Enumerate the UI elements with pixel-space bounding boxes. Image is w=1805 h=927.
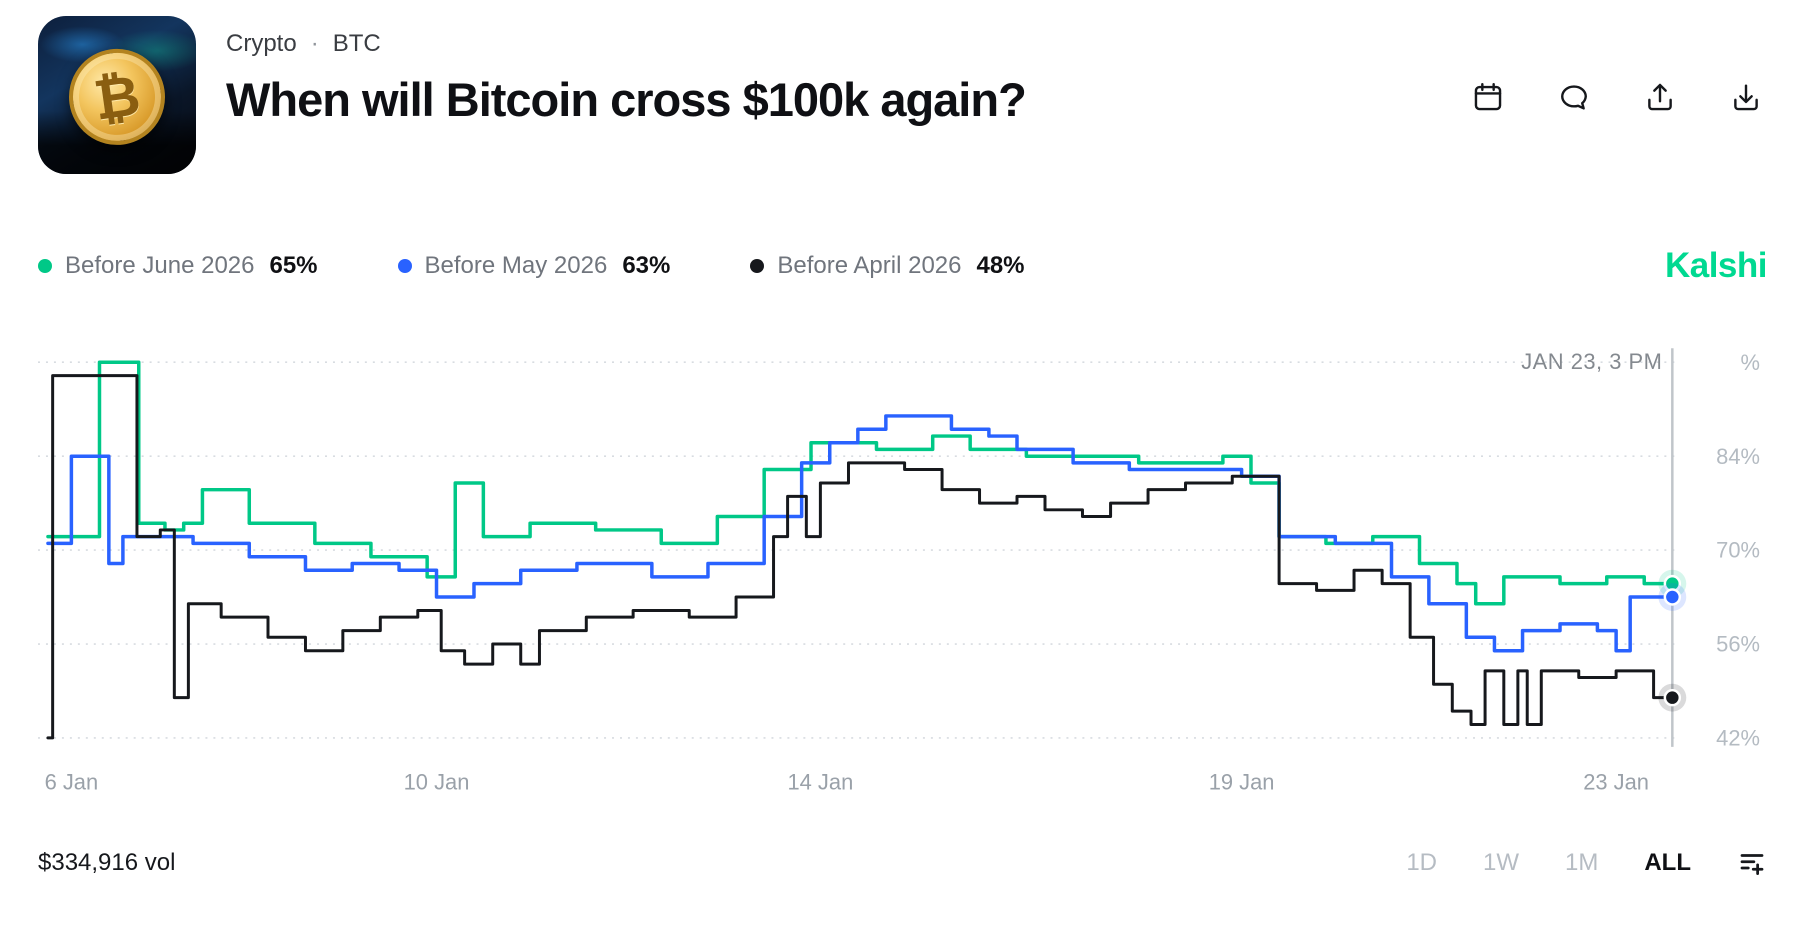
legend-item-before-may-2026[interactable]: Before May 2026 63% bbox=[397, 252, 671, 280]
calendar-icon bbox=[1474, 83, 1502, 111]
header: ₿ Crypto · BTC When will Bitcoin cross $… bbox=[38, 16, 1767, 174]
range-button-1d[interactable]: 1D bbox=[1406, 849, 1437, 876]
y-axis-label: 84% bbox=[1716, 444, 1760, 469]
x-axis-label: 23 Jan bbox=[1583, 770, 1649, 795]
series-dot-blue bbox=[397, 259, 412, 273]
series-line-2 bbox=[46, 374, 1674, 740]
volume-label: $334,916 vol bbox=[38, 849, 176, 876]
range-button-1w[interactable]: 1W bbox=[1483, 849, 1519, 876]
legend-item-label: Before June 2026 bbox=[65, 252, 255, 279]
kalshi-logo: Kalshi bbox=[1664, 246, 1768, 285]
legend-item-value: 65% bbox=[269, 252, 318, 279]
series-dot-green bbox=[38, 259, 52, 273]
breadcrumb-category[interactable]: Crypto bbox=[226, 30, 297, 57]
range-selector: 1D 1W 1M ALL bbox=[1406, 848, 1767, 878]
market-thumbnail: ₿ bbox=[38, 16, 196, 174]
breadcrumb-ticker[interactable]: BTC bbox=[332, 30, 381, 57]
series-line-1 bbox=[46, 414, 1675, 653]
x-axis-label: 10 Jan bbox=[404, 770, 470, 795]
series-line-0 bbox=[46, 360, 1675, 606]
share-button[interactable] bbox=[1643, 80, 1677, 114]
bitcoin-glyph: ₿ bbox=[90, 62, 144, 132]
series-end-dot-1 bbox=[1663, 588, 1682, 606]
breadcrumb-separator: · bbox=[310, 30, 319, 57]
legend-item-before-april-2026[interactable]: Before April 2026 48% bbox=[750, 252, 1025, 280]
y-axis-label: % bbox=[1741, 350, 1760, 375]
range-button-1m[interactable]: 1M bbox=[1565, 849, 1599, 876]
page-title: When will Bitcoin cross $100k again? bbox=[226, 73, 1027, 126]
download-button[interactable] bbox=[1729, 80, 1763, 114]
chart-settings-button[interactable] bbox=[1737, 848, 1767, 878]
bitcoin-coin-icon: ₿ bbox=[62, 42, 172, 152]
legend-item-before-june-2026[interactable]: Before June 2026 65% bbox=[38, 252, 318, 280]
series-dot-black bbox=[750, 259, 765, 273]
legend-item-value: 63% bbox=[622, 252, 671, 279]
legend-item-label: Before May 2026 bbox=[424, 252, 608, 279]
y-axis-label: 42% bbox=[1716, 726, 1760, 751]
x-axis-label: 19 Jan bbox=[1209, 770, 1275, 795]
download-icon bbox=[1734, 84, 1758, 111]
header-actions bbox=[1471, 80, 1763, 114]
share-icon bbox=[1648, 83, 1672, 111]
comment-button[interactable] bbox=[1557, 80, 1591, 114]
header-text: Crypto · BTC When will Bitcoin cross $10… bbox=[226, 30, 1027, 127]
y-axis-label: 56% bbox=[1716, 632, 1760, 657]
crosshair-label: JAN 23, 3 PM bbox=[1521, 349, 1662, 374]
chart-settings-icon bbox=[1740, 854, 1764, 875]
series-end-dot-2 bbox=[1663, 688, 1682, 707]
footer: $334,916 vol 1D 1W 1M ALL bbox=[38, 848, 1767, 878]
x-axis-label: 14 Jan bbox=[787, 770, 853, 795]
legend-row: Before June 2026 65% Before May 2026 63%… bbox=[38, 246, 1768, 286]
comment-icon bbox=[1561, 85, 1587, 110]
legend-item-value: 48% bbox=[976, 252, 1025, 279]
breadcrumb: Crypto · BTC bbox=[226, 30, 1026, 58]
range-button-all[interactable]: ALL bbox=[1644, 849, 1691, 876]
y-axis-label: 70% bbox=[1716, 538, 1760, 563]
x-axis-label: 6 Jan bbox=[45, 770, 99, 795]
calendar-button[interactable] bbox=[1471, 80, 1505, 114]
legend-item-label: Before April 2026 bbox=[777, 252, 962, 279]
legend: Before June 2026 65% Before May 2026 63%… bbox=[38, 252, 1105, 280]
market-chart[interactable]: % 84% 70% 56% 42% JAN 23, 3 PM 6 Jan 10 Jan 14 J… bbox=[38, 344, 1767, 798]
market-chart-svg[interactable]: % 84% 70% 56% 42% JAN 23, 3 PM 6 Jan 10 Jan 14 J… bbox=[38, 344, 1767, 798]
